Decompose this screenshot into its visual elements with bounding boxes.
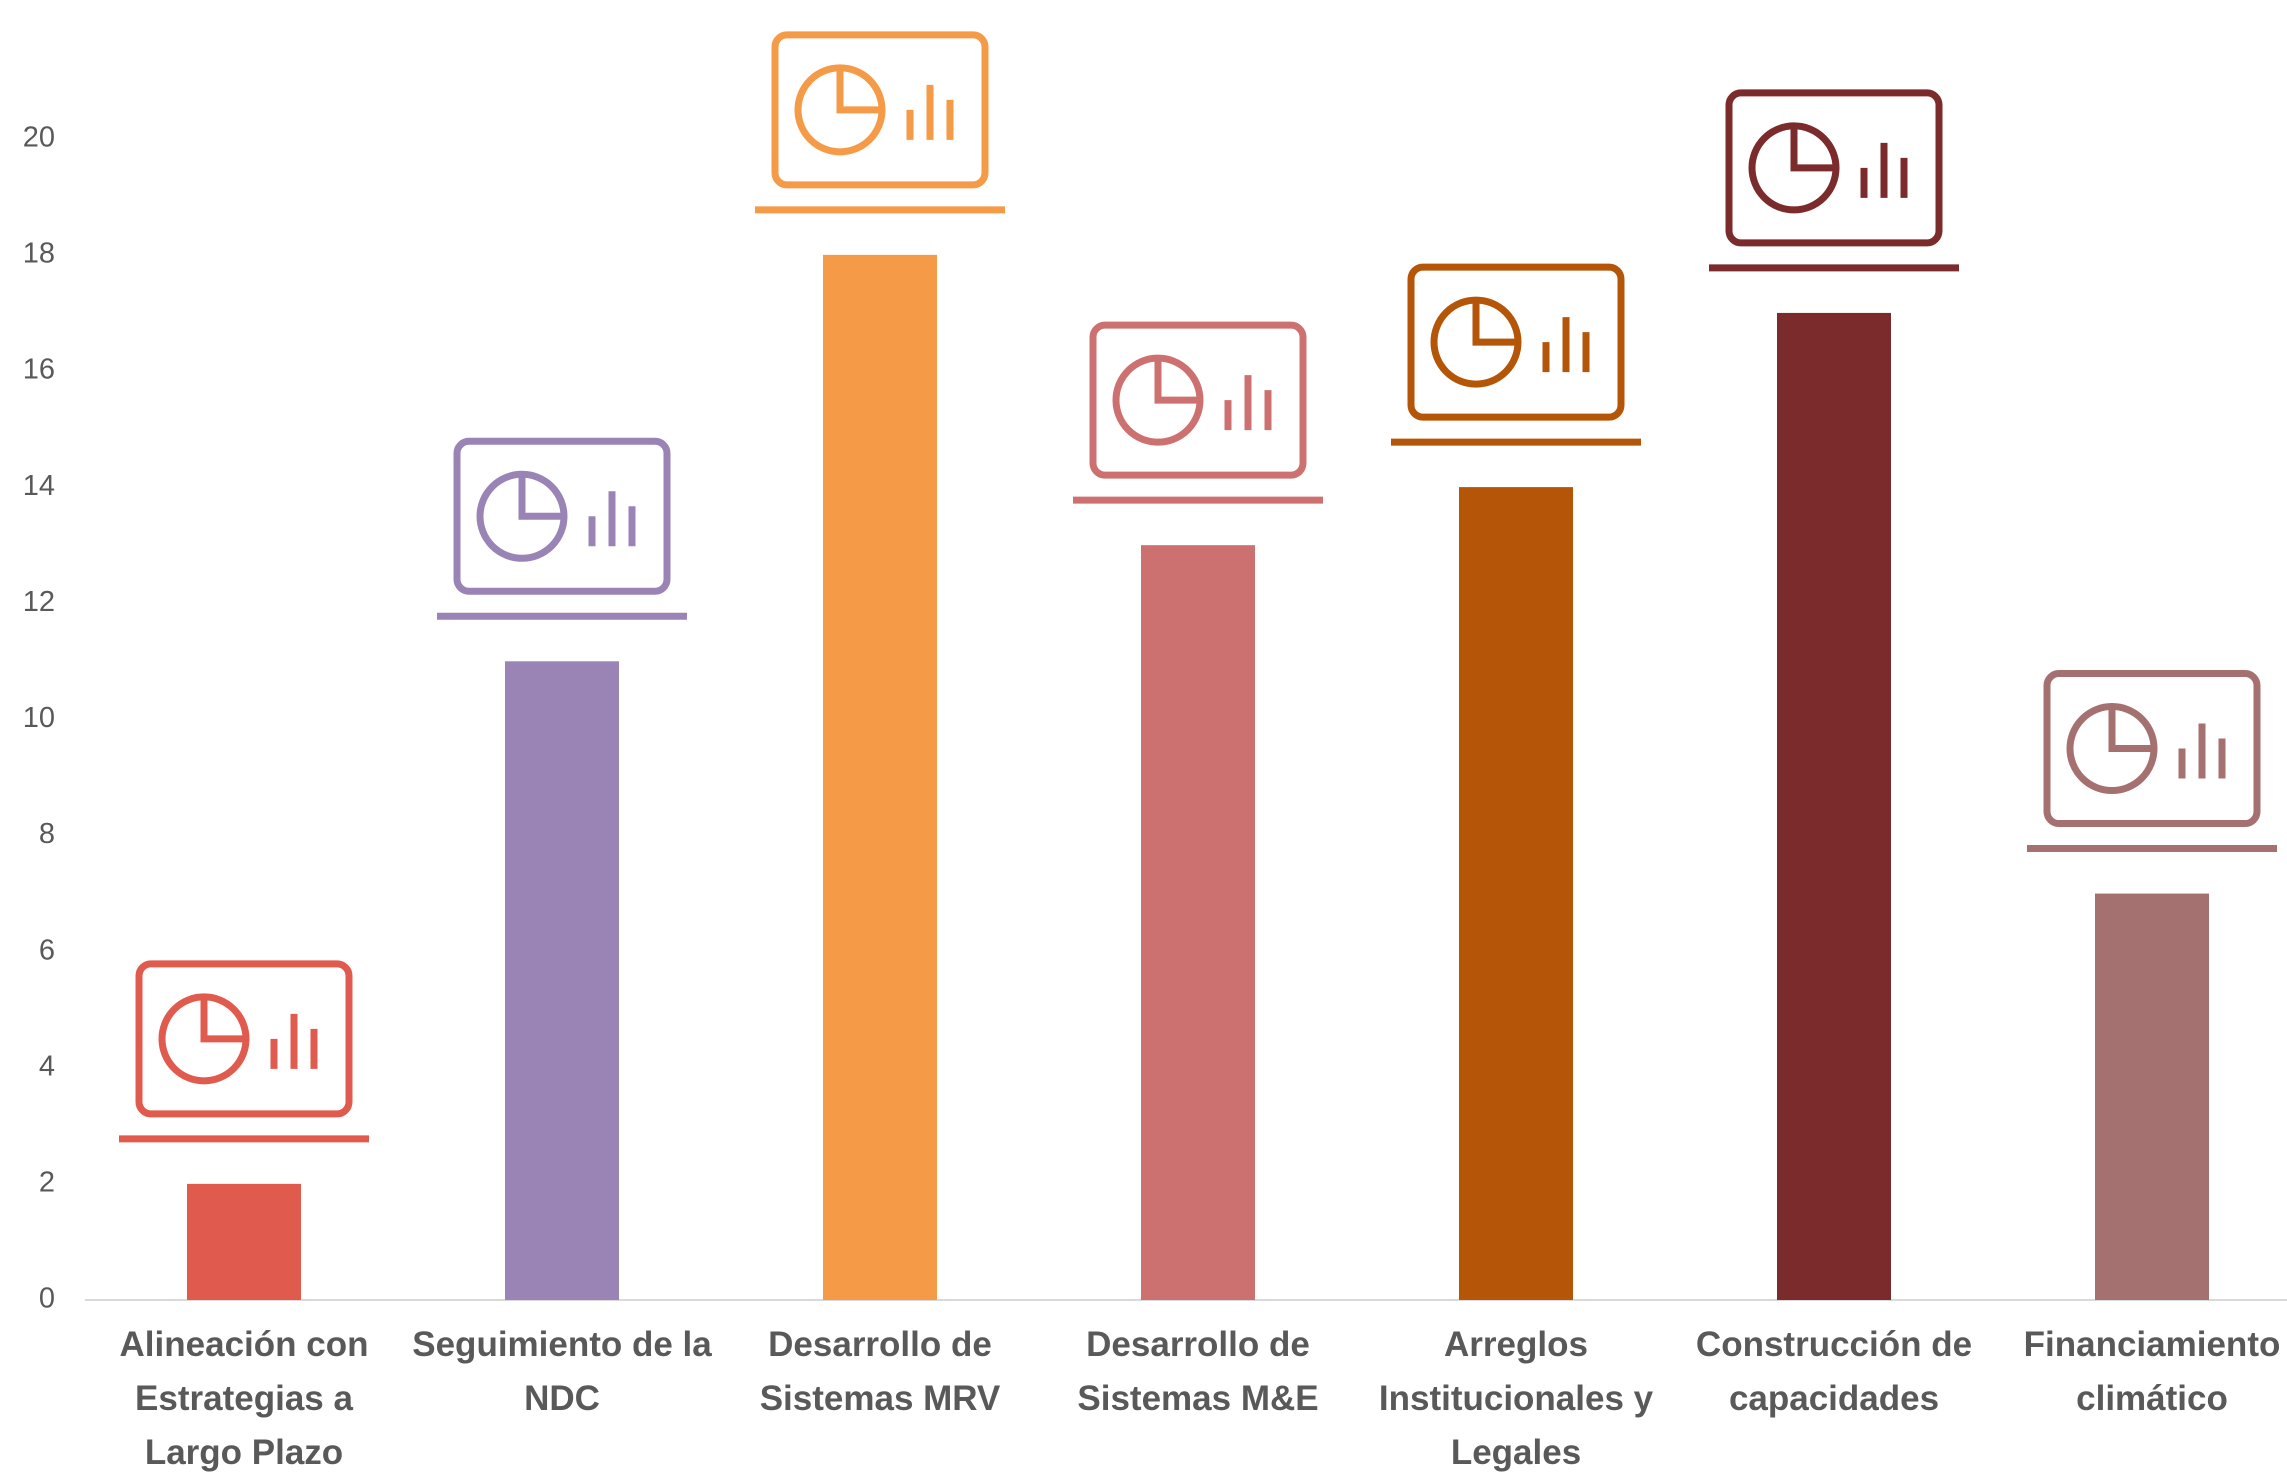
x-tick-label: Financiamiento climático xyxy=(2023,1325,2281,1418)
icon-frame xyxy=(453,437,671,595)
y-tick-label: 18 xyxy=(23,238,55,270)
y-tick-label: 6 xyxy=(39,934,55,966)
y-tick-label: 16 xyxy=(23,354,55,386)
y-tick-label: 0 xyxy=(39,1283,55,1315)
icon-pie xyxy=(1472,300,1518,346)
x-tick-label: Desarrollo de Sistemas M&E xyxy=(1077,1325,1319,1418)
bar xyxy=(187,1183,301,1300)
icon xyxy=(1391,263,1641,446)
bar xyxy=(823,254,937,1301)
icon-frame xyxy=(135,960,353,1118)
y-tick-label: 8 xyxy=(39,818,55,850)
bar xyxy=(2095,893,2209,1300)
icon-frame xyxy=(1725,89,1943,247)
icon-bars xyxy=(588,491,636,547)
icon-frame xyxy=(771,31,989,189)
y-tick-label: 10 xyxy=(23,702,55,734)
icon-pie xyxy=(1154,358,1200,404)
icon xyxy=(1709,89,1959,272)
icon xyxy=(437,437,687,620)
icon xyxy=(755,31,1005,214)
x-tick-label: Seguimiento de la NDC xyxy=(412,1325,712,1418)
icon-bars xyxy=(1224,375,1272,431)
icon-bars xyxy=(1542,317,1590,373)
icon-pie xyxy=(2108,706,2154,753)
icon-bars xyxy=(906,84,954,140)
icon xyxy=(2027,670,2277,853)
bar xyxy=(1459,487,1573,1300)
x-tick-label: Construcción de capacidades xyxy=(1695,1325,1973,1418)
icon-bars xyxy=(270,1013,318,1069)
icon xyxy=(1073,321,1323,504)
y-tick-label: 12 xyxy=(23,586,55,618)
icon-frame xyxy=(2043,670,2261,828)
y-tick-label: 20 xyxy=(23,121,55,153)
icon-bars xyxy=(2178,723,2226,779)
icon-pie xyxy=(518,474,564,520)
y-tick-label: 4 xyxy=(39,1050,55,1082)
icon-pie xyxy=(200,996,246,1043)
icon-pie xyxy=(1790,125,1836,172)
bar xyxy=(1141,545,1255,1300)
icon-frame xyxy=(1407,263,1625,421)
y-tick-label: 2 xyxy=(39,1167,55,1199)
bar xyxy=(505,661,619,1300)
x-tick-label: Alineación con Estrategias a Largo Plazo xyxy=(119,1325,369,1472)
x-tick-label: Desarrollo de Sistemas MRV xyxy=(759,1325,1001,1418)
icon-pie xyxy=(836,67,882,114)
bar xyxy=(1777,312,1891,1300)
icon xyxy=(119,960,369,1143)
icon-bars xyxy=(1860,142,1908,198)
y-tick-label: 14 xyxy=(23,470,55,502)
x-tick-label: Arreglos Institucionales y Legales xyxy=(1378,1325,1654,1472)
icon-frame xyxy=(1089,321,1307,479)
